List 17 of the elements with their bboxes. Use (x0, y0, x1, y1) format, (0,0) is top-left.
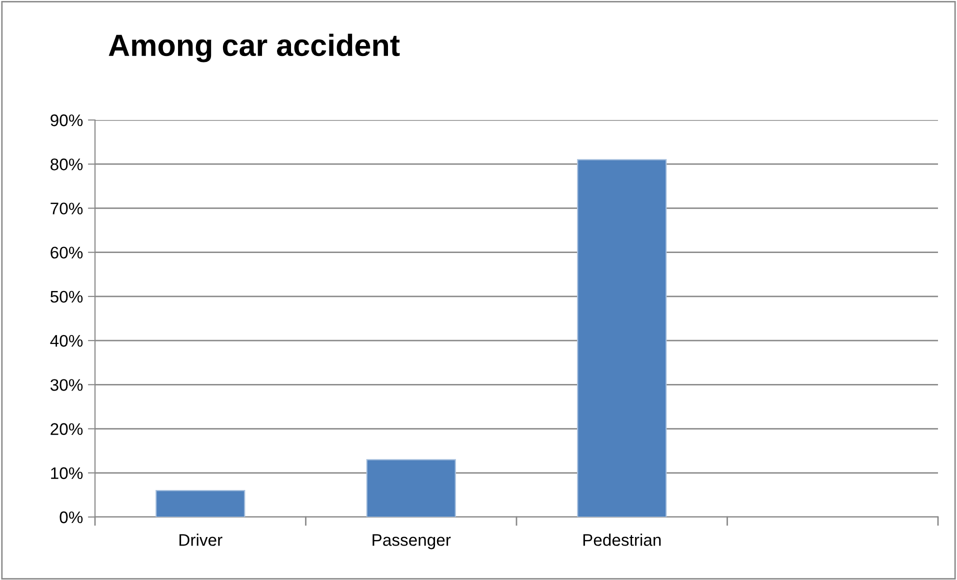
y-tick-label: 70% (50, 202, 83, 214)
bar (156, 490, 246, 517)
y-tick-label: 10% (51, 467, 83, 480)
y-tick-label: 0% (60, 511, 83, 524)
y-tick-label: 40% (50, 334, 83, 347)
y-tick-label: 30% (50, 379, 83, 391)
x-tick-label: Passenger (372, 534, 451, 550)
y-tick-label: 90% (50, 114, 83, 126)
bar (366, 459, 456, 517)
chart-title: Among car accident (108, 34, 400, 62)
y-tick-label: 60% (50, 246, 83, 259)
y-tick-label: 20% (50, 423, 83, 435)
y-tick-label: 80% (50, 158, 83, 170)
y-tick-label: 50% (50, 290, 83, 303)
bar (577, 159, 667, 517)
x-tick-label: Pedestrian (583, 534, 661, 546)
x-tick-label: Driver (180, 534, 222, 546)
